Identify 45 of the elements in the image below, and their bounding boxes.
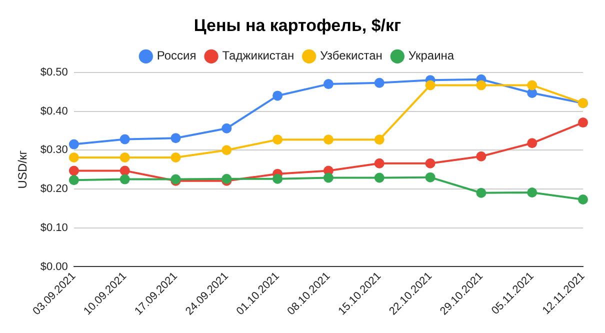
point xyxy=(323,172,334,183)
point xyxy=(527,80,538,90)
point xyxy=(120,174,130,184)
point xyxy=(476,151,486,162)
point xyxy=(323,79,334,90)
legend-label: Таджикистан xyxy=(222,48,294,63)
point xyxy=(68,139,79,150)
point xyxy=(68,175,79,186)
point xyxy=(170,133,181,144)
point xyxy=(323,134,334,145)
point xyxy=(425,172,436,182)
point xyxy=(476,80,486,90)
y-tick-label: $0.00 xyxy=(40,260,68,273)
y-tick-label: $0.40 xyxy=(40,105,68,118)
point xyxy=(578,194,588,204)
point xyxy=(527,138,538,148)
point xyxy=(527,188,538,198)
point xyxy=(68,152,79,163)
point xyxy=(272,174,283,184)
y-tick-label: $0.20 xyxy=(40,183,68,196)
point xyxy=(374,158,384,168)
point xyxy=(425,80,436,90)
y-tick-label: $0.30 xyxy=(40,144,68,156)
point xyxy=(120,166,130,176)
point xyxy=(272,90,283,101)
point xyxy=(170,152,181,163)
y-axis-title: USD/кг xyxy=(16,150,30,189)
point xyxy=(222,145,232,156)
point xyxy=(425,158,436,168)
point xyxy=(374,78,384,88)
point xyxy=(120,152,130,163)
point xyxy=(272,134,283,145)
point xyxy=(578,118,588,128)
point xyxy=(222,123,232,134)
y-tick-label: $0.50 xyxy=(40,66,68,78)
chart-title: Цены на картофель, $/кг xyxy=(194,16,402,35)
legend-label: Украина xyxy=(408,48,454,63)
point xyxy=(120,134,130,144)
point xyxy=(68,166,79,176)
point xyxy=(476,188,486,198)
legend-label: Россия xyxy=(156,48,196,63)
legend-label: Узбекистан xyxy=(320,48,382,63)
point xyxy=(374,172,384,183)
point xyxy=(374,134,384,145)
y-tick-label: $0.10 xyxy=(40,222,68,234)
